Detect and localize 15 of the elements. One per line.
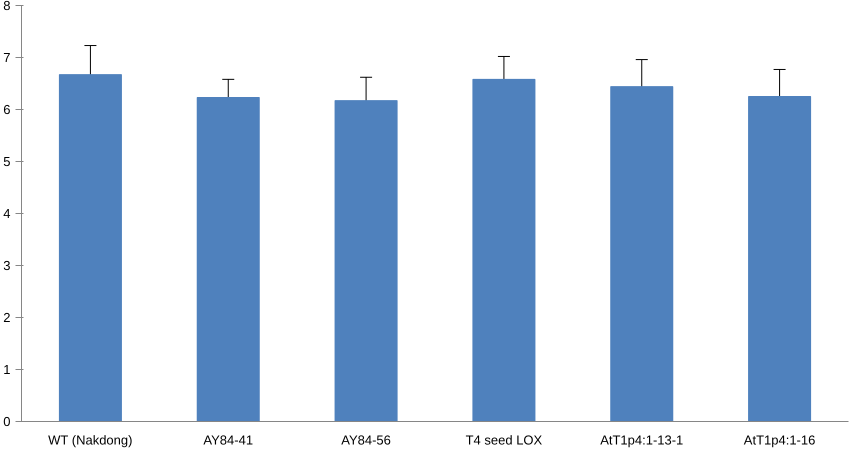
y-tick-label: 3	[3, 258, 11, 273]
x-tick-label: T4 seed LOX	[466, 432, 543, 448]
x-tick-label: WT (Nakdong)	[48, 432, 132, 448]
y-tick-label: 0	[3, 414, 11, 429]
y-tick-label: 7	[3, 50, 11, 65]
y-tick-label: 1	[3, 362, 11, 377]
x-tick-label: AtT1p4:1-16	[744, 432, 816, 448]
y-tick-label: 8	[3, 0, 11, 13]
y-tick-label: 4	[3, 206, 11, 221]
x-tick-label: AY84-56	[341, 432, 391, 448]
y-tick-label: 5	[3, 154, 11, 169]
y-tick-label: 2	[3, 310, 11, 325]
x-tick-label: AtT1p4:1-13-1	[600, 432, 684, 448]
x-tick-label: AY84-41	[203, 432, 254, 448]
y-tick-label: 6	[3, 102, 11, 117]
